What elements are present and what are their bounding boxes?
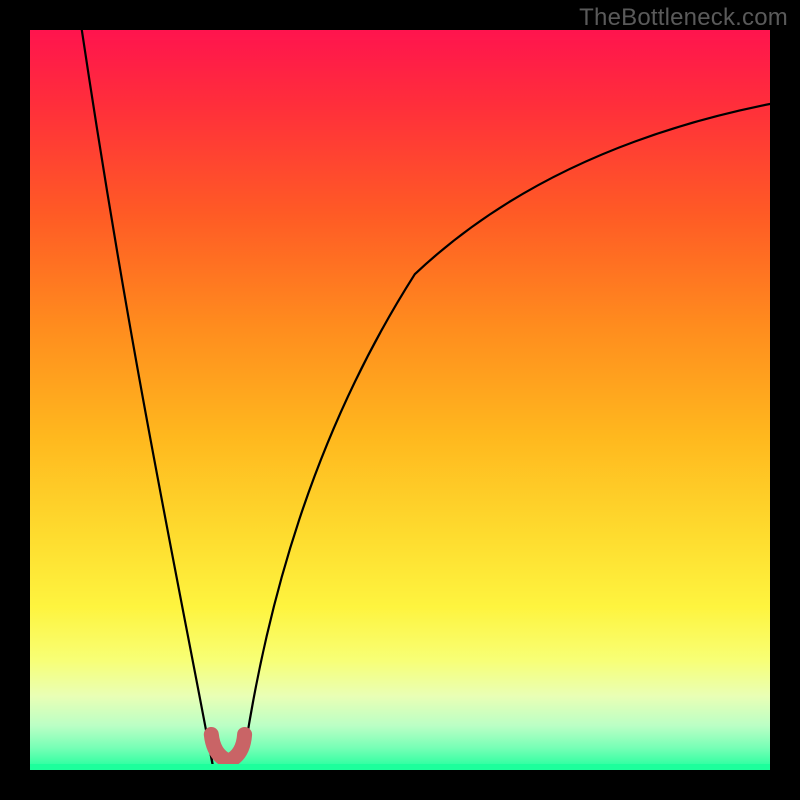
chart-root: { "meta": { "watermark": "TheBottleneck.… [0,0,800,800]
chart-svg [30,30,770,770]
watermark-text: TheBottleneck.com [579,4,788,32]
bottom-green-line [30,764,770,770]
plot-area [30,30,770,770]
gradient-background [30,30,770,770]
